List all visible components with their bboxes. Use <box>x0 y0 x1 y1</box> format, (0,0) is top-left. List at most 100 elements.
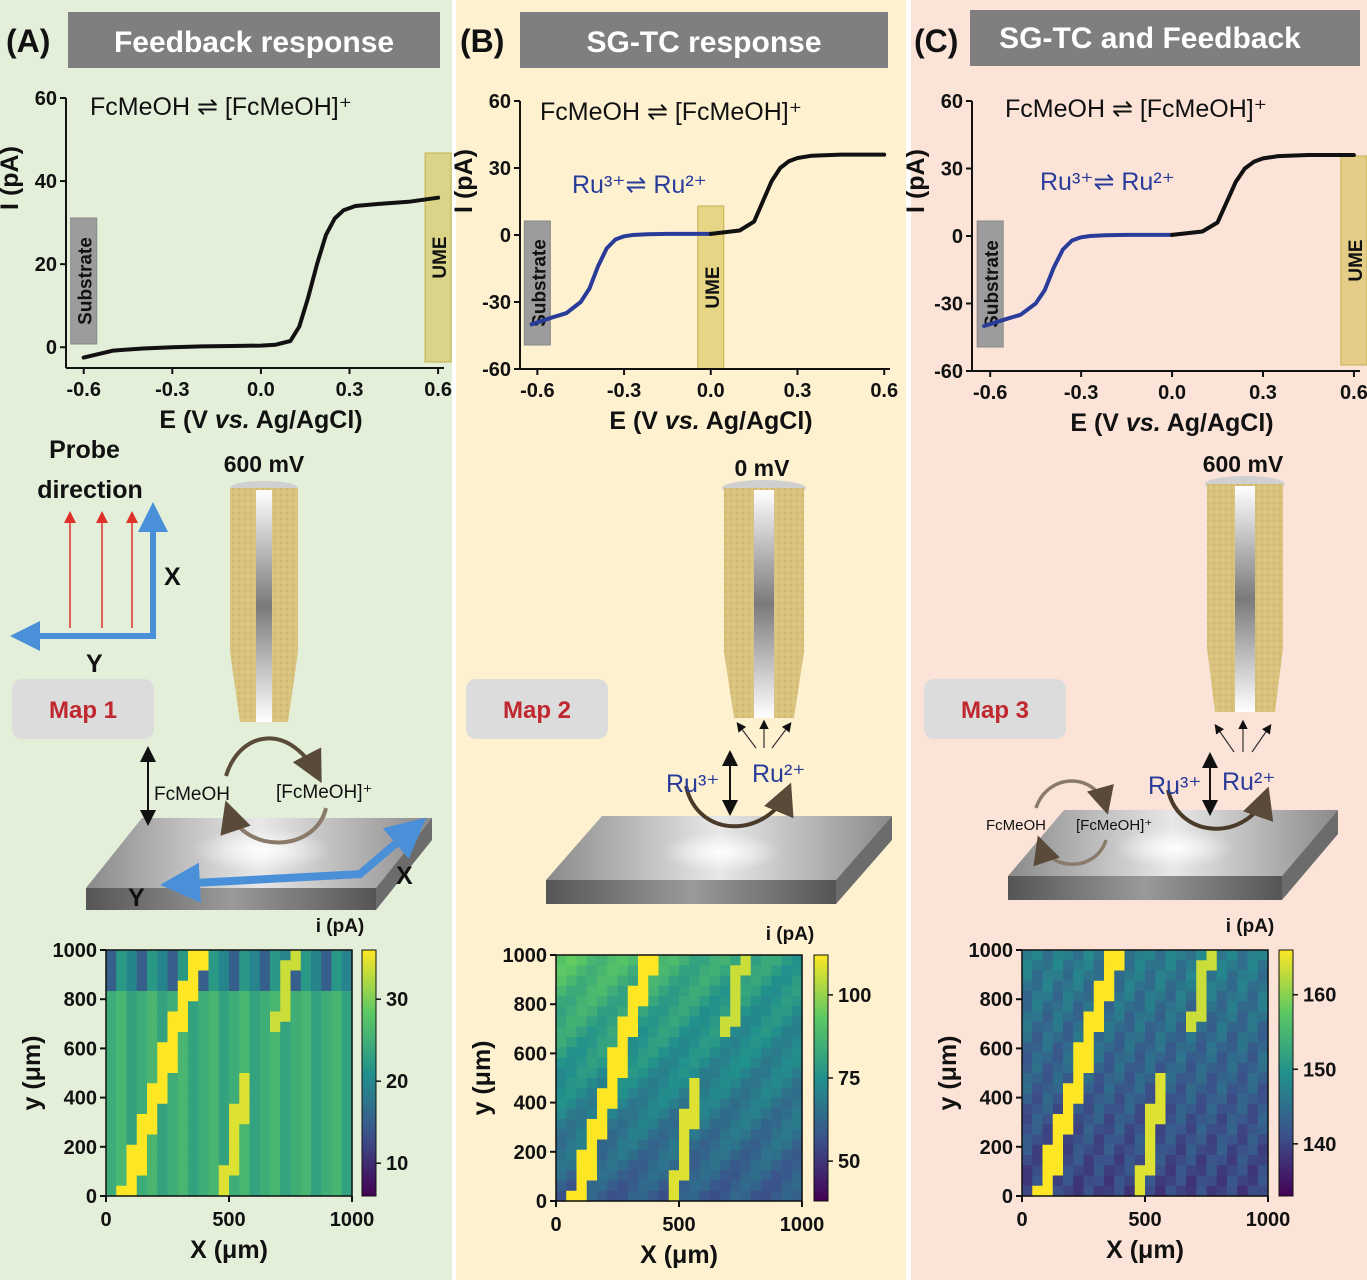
heatmap-cell <box>1124 1165 1136 1177</box>
heatmap-cell <box>157 970 169 982</box>
heatmap-cell <box>136 991 148 1002</box>
heatmap-cell <box>157 1062 169 1074</box>
heatmap-cell <box>1165 1134 1177 1146</box>
heatmap-cell <box>576 1037 588 1048</box>
heatmap-cell <box>1227 991 1238 1002</box>
heatmap-cell <box>136 1001 148 1013</box>
heatmap-cell <box>249 1032 261 1043</box>
heatmap-cell <box>617 1108 629 1120</box>
heatmap-cell <box>740 1129 752 1141</box>
heatmap-cell <box>1206 1073 1218 1084</box>
heatmap-cell <box>1237 1021 1249 1033</box>
heatmap-cell <box>566 1098 578 1110</box>
heatmap-cell <box>1124 1124 1136 1136</box>
heatmap-cell <box>321 970 333 982</box>
x-tick-label: 0.0 <box>1158 382 1186 404</box>
heatmap-cell <box>280 1073 292 1084</box>
heatmap-cell <box>1145 1175 1156 1187</box>
heatmap-cell <box>239 1052 251 1064</box>
heatmap-cell <box>1165 1144 1177 1156</box>
heatmap-cell <box>208 960 220 972</box>
surface-species-left-c: Ru³⁺ <box>1148 772 1201 800</box>
heatmap-cell <box>1165 1011 1177 1023</box>
heatmap-cell <box>229 991 240 1002</box>
heatmap-cell <box>106 950 117 961</box>
heatmap-cell <box>709 1037 721 1048</box>
heatmap-cell <box>106 970 117 982</box>
heatmap-cell <box>627 1057 639 1069</box>
heatmap-cell <box>679 1037 690 1048</box>
heatmap-cell <box>300 1052 312 1064</box>
heatmap-cell <box>740 1098 752 1110</box>
heatmap-cell <box>208 1134 220 1146</box>
heatmap-cell <box>750 1067 762 1079</box>
heatmap-cell <box>1093 1083 1105 1095</box>
heatmap-cell <box>259 1165 271 1177</box>
heatmap-cell <box>1237 1103 1249 1115</box>
heatmap-cell <box>1165 1124 1177 1136</box>
heatmap-cell <box>321 1165 333 1177</box>
heatmap-cell <box>229 960 240 972</box>
colorbar-tick-label: 160 <box>1303 985 1336 1007</box>
heatmap-cell <box>740 1088 752 1100</box>
heatmap-cell <box>177 950 189 961</box>
heatmap-cell <box>740 1119 752 1130</box>
heatmap-cell <box>597 1139 608 1151</box>
heatmap-cell <box>607 1139 619 1151</box>
heatmap-cell <box>1032 1114 1044 1125</box>
heatmap-cell <box>311 960 322 972</box>
heatmap-cell <box>668 1047 680 1059</box>
feedback-cycle-bottom <box>220 800 328 845</box>
heatmap-cell <box>270 970 281 982</box>
heatmap-cell <box>208 1185 220 1197</box>
heatmap-cell <box>270 1134 281 1146</box>
heatmap-cell <box>586 1098 598 1110</box>
heatmap-cell <box>147 1083 158 1095</box>
heatmap-cell <box>177 1062 189 1074</box>
heatmap-cell <box>1073 980 1085 992</box>
heatmap-cell <box>638 1180 649 1192</box>
heatmap-cell <box>1063 1073 1074 1084</box>
heatmap-cell <box>1124 1083 1136 1095</box>
heatmap-cell <box>1165 1073 1177 1084</box>
heatmap-cell <box>1206 970 1218 982</box>
heatmap-cell <box>321 1001 333 1013</box>
heatmap-cell <box>740 1047 752 1059</box>
heatmap-cell <box>689 1180 701 1192</box>
heatmap-cell <box>668 1026 680 1038</box>
heatmap-cell <box>720 1088 731 1100</box>
heatmap-cell <box>341 1124 353 1136</box>
heatmap-cell <box>198 980 210 992</box>
heatmap-cell <box>1104 1001 1115 1013</box>
heatmap-cell <box>126 1175 138 1187</box>
heatmap-cell <box>1257 1021 1269 1033</box>
heatmap-cell <box>198 1093 210 1105</box>
heatmap-cell <box>321 950 333 961</box>
heatmap-cell <box>1186 1134 1197 1146</box>
heatmap-cell <box>1083 1052 1095 1064</box>
heatmap-cell <box>116 1175 128 1187</box>
substrate-band-label: Substrate <box>982 240 1003 328</box>
heatmap-cell <box>1104 1042 1115 1054</box>
heatmap-cell <box>1093 1073 1105 1084</box>
heatmap-cell <box>126 970 138 982</box>
heatmap-cell <box>1216 960 1228 972</box>
heatmap-cell <box>177 1185 189 1197</box>
heatmap-cell <box>1093 1103 1105 1115</box>
heatmap-cell <box>157 1042 169 1054</box>
heatmap-cell <box>270 1011 281 1023</box>
heatmap-cell <box>1022 991 1033 1002</box>
ru-couple-b: Ru³⁺⇌ Ru²⁺ <box>572 171 707 199</box>
heatmap-cell <box>1155 970 1167 982</box>
heatmap-cell <box>167 1185 179 1197</box>
heatmap-cell <box>1042 1062 1054 1074</box>
heatmap-cell <box>1042 1032 1054 1043</box>
heatmap-cell <box>1196 991 1208 1002</box>
heatmap-cell <box>270 1001 281 1013</box>
heatmap-cell <box>791 1170 803 1182</box>
heatmap-cell <box>740 1016 752 1028</box>
heatmap-cell <box>1134 970 1146 982</box>
heatmap-cell <box>1237 1042 1249 1054</box>
heatmap-cell <box>791 1108 803 1120</box>
heatmap-cell <box>239 1083 251 1095</box>
